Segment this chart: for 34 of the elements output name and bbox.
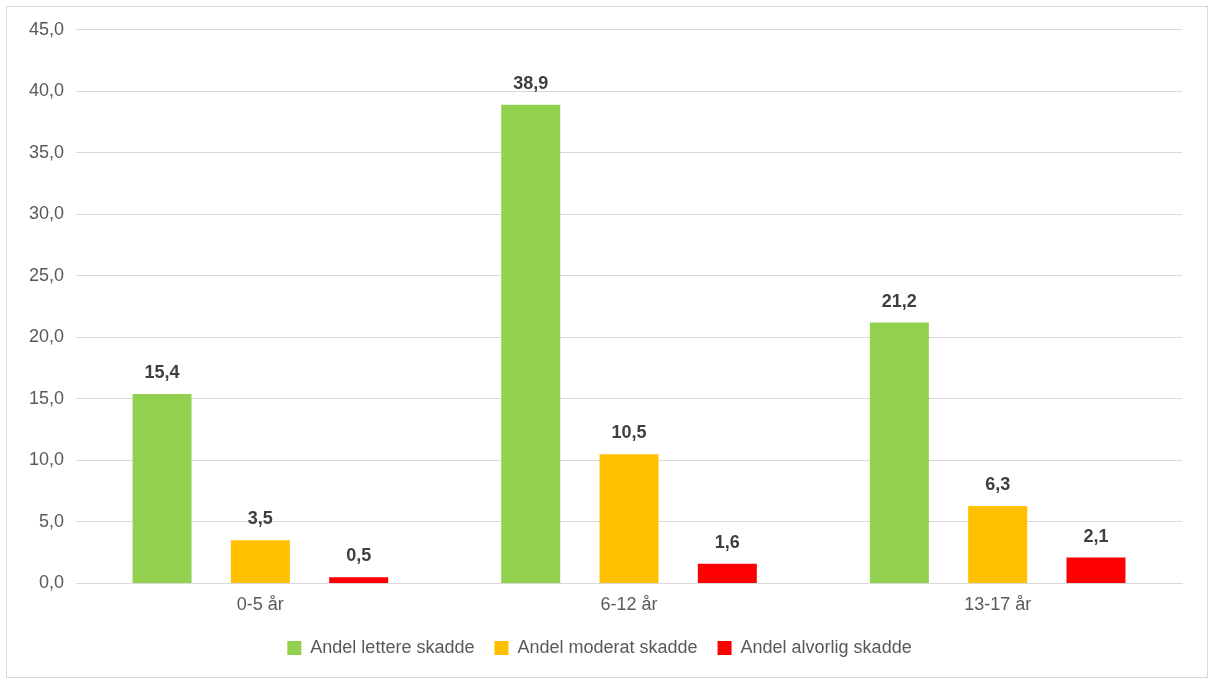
y-tick-label: 10,0	[28, 449, 65, 470]
y-tick-label: 5,0	[39, 510, 65, 531]
data-label: 15,4	[144, 361, 180, 382]
legend-label: Andel alvorlig skadde	[740, 636, 912, 657]
data-label: 6,3	[985, 473, 1011, 494]
bar	[869, 322, 929, 583]
bar	[968, 505, 1028, 583]
bar	[1066, 557, 1126, 583]
data-label: 2,1	[1083, 525, 1109, 546]
bar	[329, 577, 389, 583]
legend-label: Andel moderat skadde	[517, 636, 698, 657]
data-label: 38,9	[513, 72, 549, 93]
y-tick-label: 25,0	[28, 264, 65, 285]
data-label: 1,6	[714, 531, 740, 552]
x-tick-label: 13-17 år	[964, 594, 1032, 615]
y-tick-label: 40,0	[28, 80, 65, 101]
x-tick-label: 6-12 år	[600, 594, 658, 615]
y-tick-label: 30,0	[28, 203, 65, 224]
data-label: 3,5	[247, 508, 273, 529]
y-tick-label: 45,0	[28, 18, 65, 39]
bar	[501, 104, 561, 583]
y-tick-label: 0,0	[39, 572, 65, 593]
bar	[599, 454, 659, 583]
bar	[697, 563, 757, 583]
legend-label: Andel lettere skadde	[310, 636, 475, 657]
y-tick-label: 35,0	[28, 141, 65, 162]
data-label: 0,5	[346, 545, 372, 566]
x-tick-label: 0-5 år	[236, 594, 284, 615]
data-label: 10,5	[611, 422, 647, 443]
data-label: 21,2	[881, 290, 917, 311]
y-tick-label: 20,0	[28, 326, 65, 347]
bar	[230, 540, 290, 583]
bar	[132, 393, 192, 583]
y-tick-label: 15,0	[28, 387, 65, 408]
